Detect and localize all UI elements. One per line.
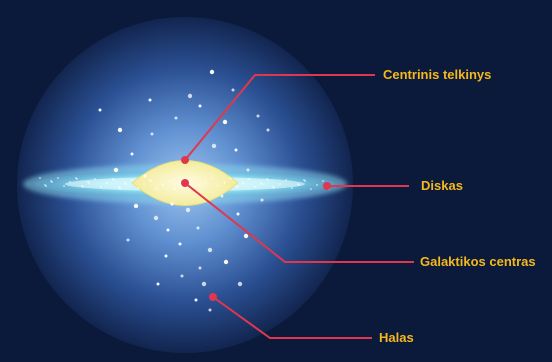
disk-star: [124, 182, 126, 184]
star: [236, 212, 240, 216]
star: [246, 168, 250, 172]
pointer-dot-galactic-center: [181, 179, 189, 187]
disk-star: [297, 183, 299, 185]
disk-star: [106, 182, 108, 184]
star: [198, 266, 202, 270]
star: [187, 93, 193, 99]
label-disk: Diskas: [421, 178, 463, 193]
star: [170, 202, 174, 206]
star: [166, 228, 170, 232]
disk-star: [131, 179, 133, 181]
disk-star: [272, 186, 274, 188]
disk-star: [217, 185, 219, 187]
star: [209, 69, 215, 75]
star: [133, 203, 139, 209]
star: [164, 254, 168, 258]
disk-star: [291, 187, 293, 189]
disk-star: [260, 182, 262, 184]
disk-star: [198, 184, 200, 186]
star: [148, 98, 152, 102]
star: [237, 281, 243, 287]
disk-star: [316, 184, 318, 186]
star: [207, 247, 213, 253]
disk-star: [211, 177, 213, 179]
pointer-central-bulge: [184, 74, 375, 161]
disk-star: [285, 179, 287, 181]
disk-star: [87, 181, 89, 183]
pointer-galactic-center: [184, 182, 414, 263]
disk-star: [143, 183, 145, 185]
disk-star: [75, 177, 77, 179]
disk-star: [248, 178, 250, 180]
disk-star: [193, 177, 195, 179]
disk-star: [161, 183, 163, 185]
disk-star: [118, 186, 120, 188]
disk-star: [303, 179, 305, 181]
disk-star: [266, 178, 268, 180]
pointer-halo: [212, 296, 372, 339]
star: [223, 259, 229, 265]
star: [156, 282, 160, 286]
pointer-dot-central-bulge: [181, 156, 189, 164]
star: [113, 167, 119, 173]
disk-star: [155, 187, 157, 189]
pointer-dot-halo: [209, 293, 217, 301]
star: [174, 116, 178, 120]
disk-star: [168, 180, 170, 182]
star: [153, 215, 159, 221]
star: [126, 238, 130, 242]
disk-star: [63, 185, 65, 187]
disk-star: [50, 180, 52, 182]
disk-star: [223, 181, 225, 183]
star: [117, 127, 123, 133]
star: [222, 119, 228, 125]
star: [180, 274, 184, 278]
disk-star: [205, 181, 207, 183]
star: [256, 114, 260, 118]
disk-star: [57, 177, 59, 179]
disk-star: [100, 186, 102, 188]
disk-star: [279, 183, 281, 185]
disk-star: [174, 188, 176, 190]
disk-star: [322, 180, 324, 182]
star: [150, 132, 154, 136]
disk-star: [229, 177, 231, 179]
star: [266, 128, 270, 132]
star: [234, 148, 238, 152]
disk-star: [310, 188, 312, 190]
star: [178, 242, 182, 246]
star: [194, 298, 198, 302]
star: [130, 152, 134, 156]
label-central-bulge: Centrinis telkinys: [383, 67, 491, 82]
star: [185, 207, 191, 213]
disk-star: [94, 178, 96, 180]
pointer-dot-disk: [323, 182, 331, 190]
star: [220, 194, 224, 198]
star: [98, 108, 102, 112]
disk-star: [112, 178, 114, 180]
disk-star: [81, 185, 83, 187]
star: [243, 233, 249, 239]
star: [211, 143, 217, 149]
star: [201, 281, 207, 287]
disk-star: [149, 179, 151, 181]
label-halo: Halas: [379, 330, 414, 345]
star: [231, 88, 235, 92]
disk-star: [235, 185, 237, 187]
star: [260, 198, 264, 202]
disk-star: [39, 177, 41, 179]
star: [198, 104, 202, 108]
label-galactic-center: Galaktikos centras: [420, 254, 536, 269]
disk-star: [137, 187, 139, 189]
star: [208, 308, 212, 312]
star: [143, 174, 147, 178]
disk-star: [44, 184, 46, 186]
disk-star: [69, 181, 71, 183]
pointer-lines: [181, 74, 414, 339]
disk-star: [254, 186, 256, 188]
star: [196, 226, 200, 230]
disk-star: [242, 182, 244, 184]
